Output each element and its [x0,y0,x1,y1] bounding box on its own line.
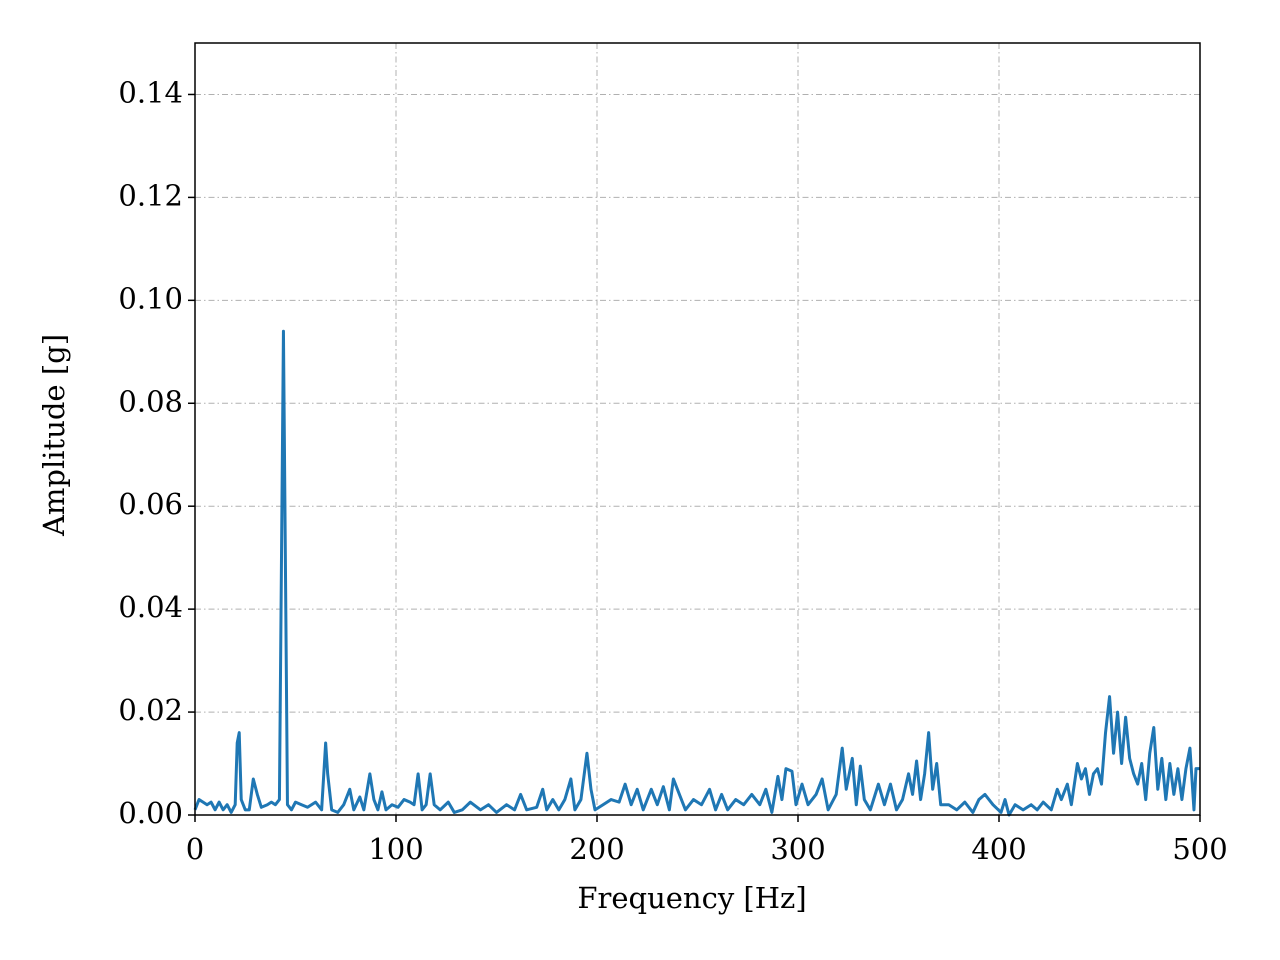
y-tick-label: 0.04 [118,590,183,624]
y-tick-label: 0.08 [118,384,183,418]
x-axis-label: Frequency [Hz] [577,881,806,915]
x-tick-label: 200 [569,832,624,866]
y-tick-label: 0.02 [118,693,183,727]
y-axis-label: Amplitude [g] [37,334,71,537]
x-tick-label: 500 [1172,832,1227,866]
x-tick-label: 100 [368,832,423,866]
y-tick-label: 0.12 [118,178,183,212]
x-tick-label: 300 [770,832,825,866]
y-tick-label: 0.14 [118,75,183,109]
plot-frame [194,42,1201,816]
series-line [193,329,1200,817]
x-tick-label: 0 [186,832,204,866]
y-tick-label: 0.10 [118,281,183,315]
x-tick-label: 400 [971,832,1026,866]
y-tick-label: 0.06 [118,487,183,521]
y-tick-label: 0.00 [118,796,183,830]
